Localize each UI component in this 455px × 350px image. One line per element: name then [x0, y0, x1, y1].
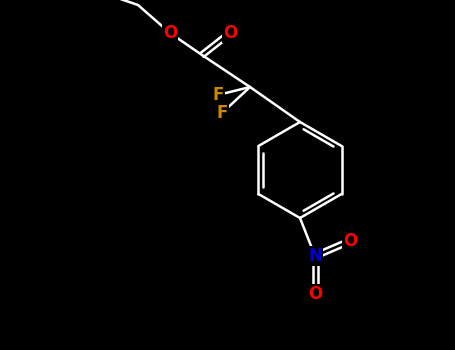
Text: F: F [216, 104, 228, 122]
Text: O: O [163, 24, 177, 42]
Text: O: O [343, 232, 357, 250]
Text: O: O [308, 285, 322, 303]
Text: F: F [212, 86, 224, 104]
Text: O: O [223, 24, 237, 42]
Text: N: N [308, 247, 322, 265]
